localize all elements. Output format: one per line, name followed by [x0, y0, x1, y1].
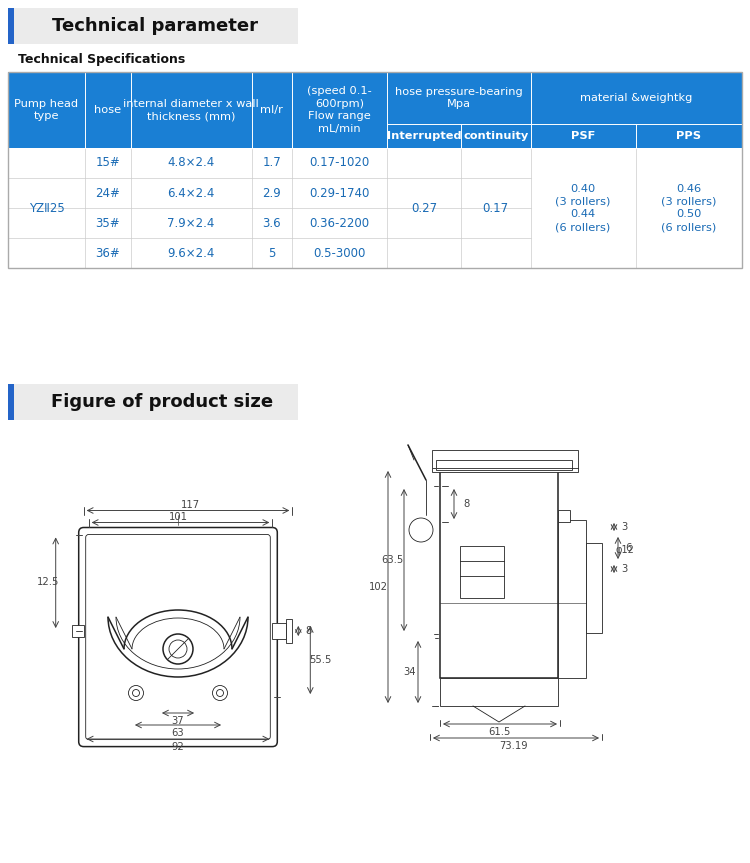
Text: 1.7: 1.7	[262, 156, 281, 169]
Text: 102: 102	[368, 582, 388, 592]
Text: internal diameter x wall
thickness (mm): internal diameter x wall thickness (mm)	[123, 98, 259, 122]
Text: 0.17: 0.17	[483, 201, 508, 215]
Text: Figure of product size: Figure of product size	[51, 393, 273, 411]
Text: 3.6: 3.6	[262, 217, 281, 230]
Text: 3: 3	[621, 522, 627, 532]
Circle shape	[128, 685, 143, 701]
Bar	[8, 8, 14, 44]
Text: 12.5: 12.5	[37, 576, 59, 587]
Circle shape	[212, 685, 227, 701]
Text: 73.19: 73.19	[500, 741, 528, 751]
Text: 6: 6	[625, 543, 632, 553]
Text: 6.4×2.4: 6.4×2.4	[167, 186, 214, 199]
Text: Technical Specifications: Technical Specifications	[18, 54, 185, 66]
Text: 36#: 36#	[95, 247, 120, 260]
Text: Technical parameter: Technical parameter	[52, 17, 258, 35]
Text: 92: 92	[172, 742, 184, 752]
Text: 2.9: 2.9	[262, 186, 281, 199]
Text: 8: 8	[463, 499, 470, 509]
Text: 0.40
(3 rollers)
0.44
(6 rollers): 0.40 (3 rollers) 0.44 (6 rollers)	[556, 184, 610, 232]
Text: 37: 37	[172, 716, 184, 726]
Text: 8: 8	[305, 626, 311, 636]
Text: 55.5: 55.5	[309, 655, 332, 665]
Text: Interrupted: Interrupted	[387, 131, 461, 141]
Text: 35#: 35#	[95, 217, 120, 230]
Text: 34: 34	[404, 667, 416, 677]
Text: 0.36-2200: 0.36-2200	[310, 217, 370, 230]
Bar	[440, 678, 558, 706]
Bar	[8, 384, 298, 420]
Bar	[8, 72, 742, 268]
Text: PPS: PPS	[676, 131, 701, 141]
Bar	[8, 208, 742, 238]
Bar	[8, 72, 742, 148]
Bar	[8, 238, 742, 268]
Bar	[436, 460, 572, 470]
Bar	[8, 8, 298, 44]
Text: 4.8×2.4: 4.8×2.4	[167, 156, 214, 169]
Text: 0.27: 0.27	[411, 201, 437, 215]
Bar	[8, 384, 14, 420]
Bar	[440, 468, 558, 678]
Text: 63.5: 63.5	[381, 555, 404, 565]
Bar	[286, 619, 292, 643]
Text: 101: 101	[169, 512, 188, 521]
Text: 15#: 15#	[95, 156, 120, 169]
Text: material &weightkg: material &weightkg	[580, 93, 692, 103]
Text: 3: 3	[621, 564, 627, 574]
Circle shape	[163, 634, 193, 664]
Bar	[558, 510, 570, 522]
Text: (speed 0.1-
600rpm)
Flow range
mL/min: (speed 0.1- 600rpm) Flow range mL/min	[308, 85, 372, 135]
Text: φ12: φ12	[616, 545, 634, 555]
Bar	[72, 625, 84, 637]
Text: hose pressure-bearing
Mpa: hose pressure-bearing Mpa	[395, 86, 523, 110]
Bar	[8, 148, 742, 178]
FancyBboxPatch shape	[79, 527, 278, 746]
Text: hose: hose	[94, 105, 122, 115]
Text: 117: 117	[181, 500, 200, 509]
Text: 61.5: 61.5	[488, 727, 510, 737]
Text: 0.46
(3 rollers)
0.50
(6 rollers): 0.46 (3 rollers) 0.50 (6 rollers)	[661, 184, 716, 232]
Text: PSF: PSF	[571, 131, 596, 141]
Text: 5: 5	[268, 247, 275, 260]
Text: 7.9×2.4: 7.9×2.4	[167, 217, 214, 230]
Text: 63: 63	[172, 728, 184, 738]
Circle shape	[409, 518, 433, 542]
Bar	[432, 450, 578, 472]
Text: 0.29-1740: 0.29-1740	[310, 186, 370, 199]
Text: 0.17-1020: 0.17-1020	[310, 156, 370, 169]
Text: 9.6×2.4: 9.6×2.4	[167, 247, 214, 260]
Bar	[586, 543, 602, 633]
Bar	[558, 520, 586, 678]
Bar	[8, 178, 742, 208]
Bar	[272, 623, 286, 639]
Text: 0.5-3000: 0.5-3000	[314, 247, 366, 260]
Text: Pump head
type: Pump head type	[14, 98, 79, 122]
Text: 24#: 24#	[95, 186, 120, 199]
Text: ml/r: ml/r	[260, 105, 284, 115]
Text: continuity: continuity	[463, 131, 528, 141]
Bar	[460, 546, 504, 598]
Text: YZⅡ25: YZⅡ25	[28, 201, 64, 215]
